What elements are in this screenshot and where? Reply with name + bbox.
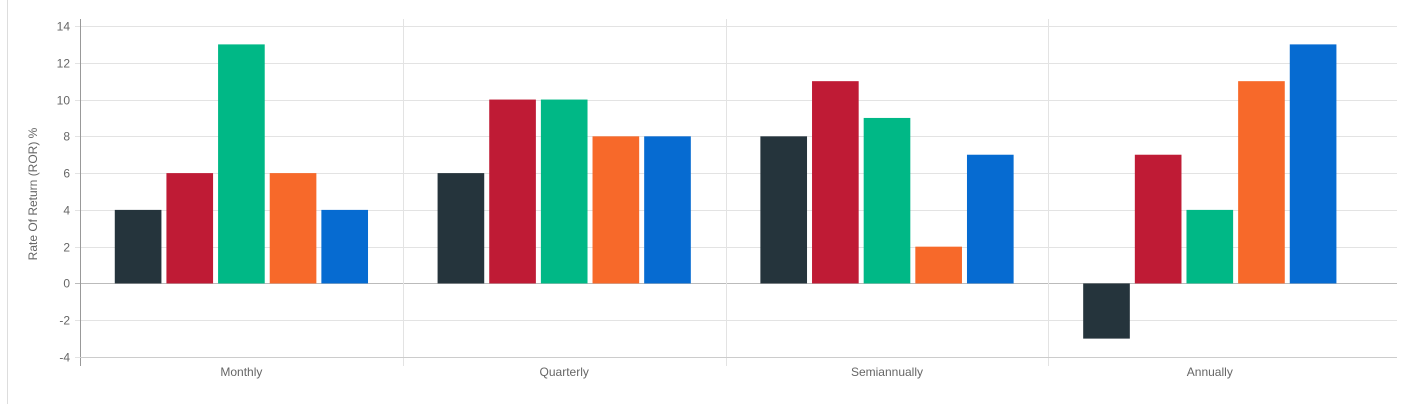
bar-monthly-3: [218, 44, 265, 284]
y-tick-label: 4: [63, 204, 70, 218]
x-tick-label: Quarterly: [540, 365, 589, 379]
bar-annually-5: [1289, 44, 1337, 284]
bar-semiannually-2: [812, 81, 859, 284]
bar-quarterly-2: [489, 99, 536, 284]
y-tick-label: 14: [57, 20, 71, 34]
x-tick-label: Annually: [1187, 365, 1233, 379]
panel-border: [7, 0, 8, 404]
bar-semiannually-3: [863, 117, 911, 284]
bar-annually-4: [1238, 81, 1285, 284]
x-tick-label: Semiannually: [851, 365, 923, 379]
bar-monthly-2: [166, 173, 214, 284]
y-tick-label: 8: [63, 130, 70, 144]
y-axis-label: Rate Of Return (ROR) %: [26, 127, 40, 260]
y-tick-label: 10: [57, 94, 71, 108]
bars: [114, 44, 1337, 339]
bar-monthly-4: [269, 173, 317, 284]
bar-monthly-5: [321, 209, 369, 284]
bar-annually-3: [1186, 209, 1234, 284]
y-tick-label: 12: [57, 57, 71, 71]
y-tick-label: -4: [59, 351, 70, 365]
bar-annually-1: [1083, 283, 1130, 339]
bar-annually-2: [1134, 154, 1182, 284]
y-tick-label: 6: [63, 167, 70, 181]
bar-semiannually-4: [915, 246, 962, 284]
bar-semiannually-1: [760, 136, 808, 284]
bar-quarterly-5: [644, 136, 691, 284]
y-tick-label: 2: [63, 241, 70, 255]
bar-monthly-1: [114, 209, 162, 284]
bar-quarterly-1: [437, 173, 485, 284]
bar-semiannually-5: [966, 154, 1014, 284]
y-tick-label: 0: [63, 277, 70, 291]
x-tick-label: Monthly: [220, 365, 262, 379]
axes: -4 -2 0 2 4 6 8 10 12 14 Monthly Quarterly Semiannua…: [57, 19, 1397, 379]
bar-quarterly-4: [592, 136, 640, 284]
y-tick-label: -2: [59, 314, 70, 328]
bar-quarterly-3: [540, 99, 588, 284]
